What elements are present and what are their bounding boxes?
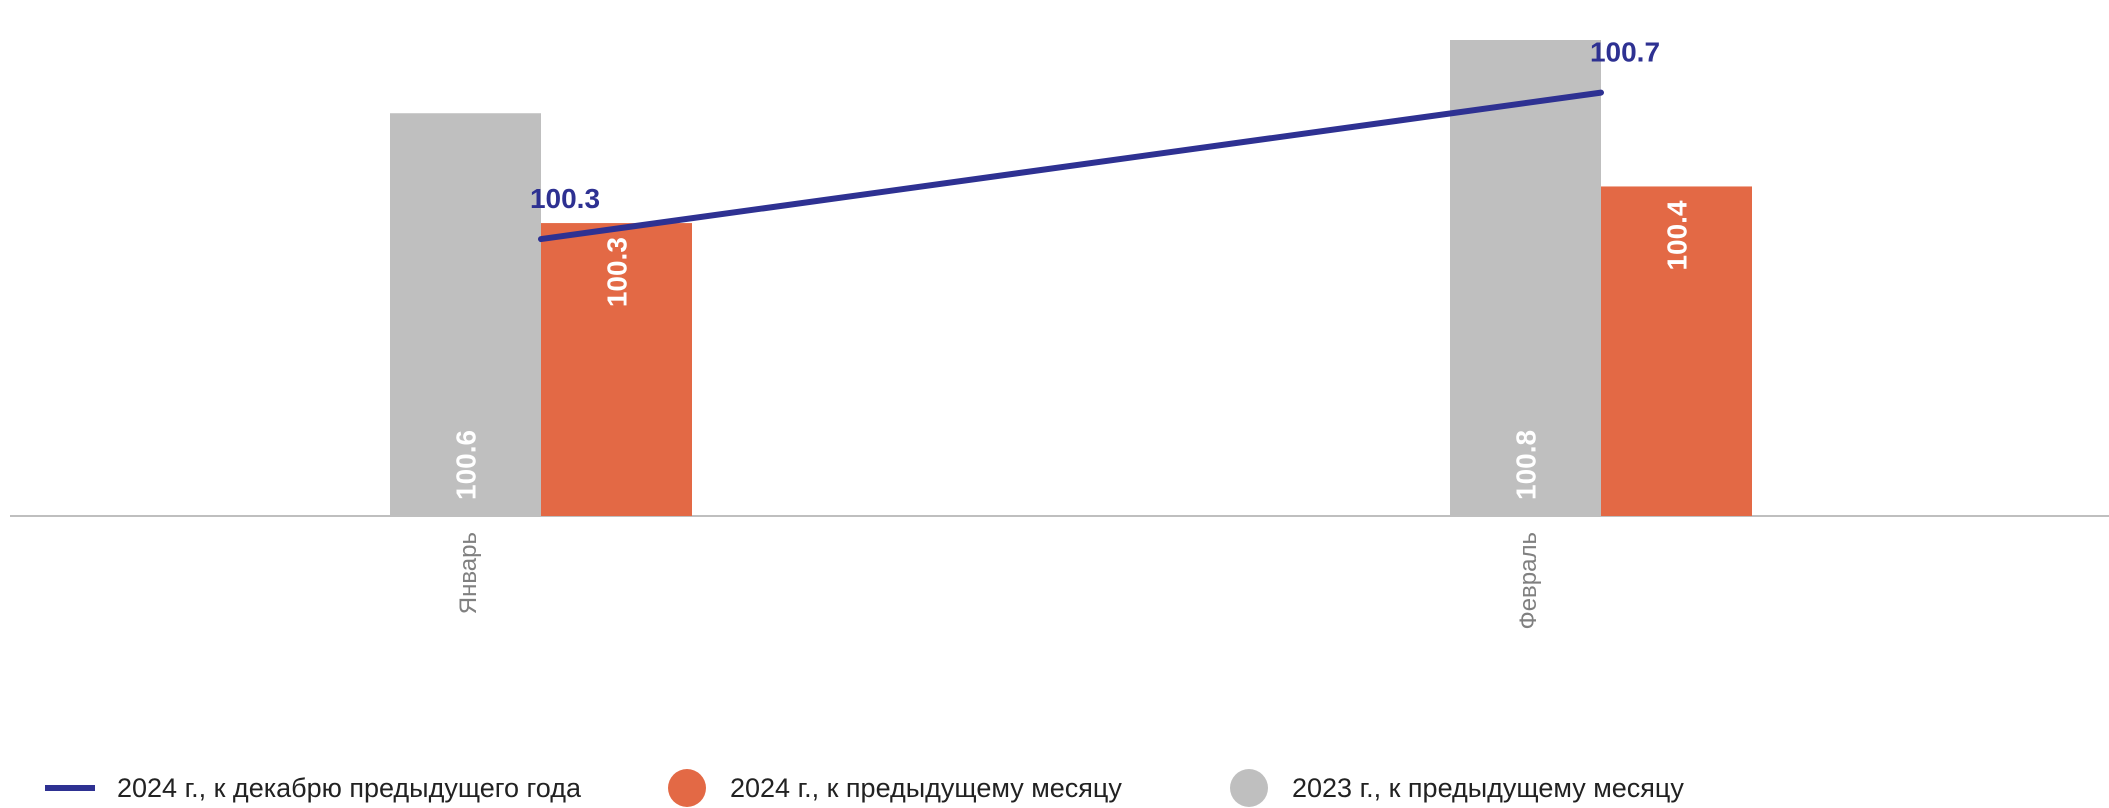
legend: 2024 г., к декабрю предыдущего года 2024 … [45, 769, 1684, 807]
legend-label: 2023 г., к предыдущему месяцу [1292, 773, 1684, 803]
bar-value-label: 100.6 [451, 430, 482, 500]
bar-current-year-2 [1601, 186, 1752, 516]
legend-circle-marker [1230, 769, 1268, 807]
category-label: Январь [455, 532, 482, 614]
bar-value-label: 100.8 [1511, 430, 1542, 500]
bar-prev-year-2 [1450, 40, 1601, 516]
bar-current-year-1 [541, 223, 692, 517]
line-value-label: 100.3 [530, 183, 600, 214]
legend-circle-marker [668, 769, 706, 807]
bar-value-label: 100.3 [602, 237, 633, 307]
category-label: Февраль [1515, 532, 1542, 630]
line-value-label: 100.7 [1590, 37, 1660, 68]
bar-prev-year-1 [390, 113, 541, 516]
legend-label: 2024 г., к декабрю предыдущего года [117, 773, 582, 803]
legend-label: 2024 г., к предыдущему месяцу [730, 773, 1122, 803]
line-series-dec-prev-year [538, 89, 1604, 243]
bar-value-label: 100.4 [1662, 200, 1693, 270]
